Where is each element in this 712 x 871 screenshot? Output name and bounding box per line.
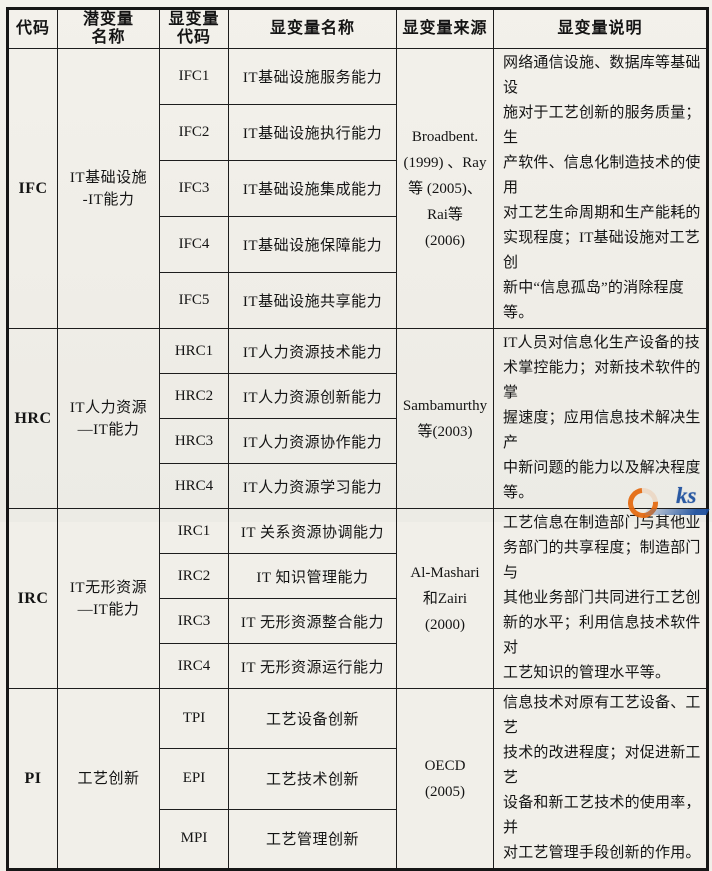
header-observed-code: 显变量 代码 [159, 8, 229, 49]
observed-code-cell: IRC4 [159, 643, 229, 689]
source-cell: Sambamurthy 等(2003) [396, 328, 494, 509]
observed-name-cell: IT人力资源技术能力 [228, 328, 397, 374]
observed-name-cell: 工艺管理创新 [228, 808, 397, 871]
observed-name-cell: IT 无形资源运行能力 [228, 643, 397, 689]
header-observed-name: 显变量名称 [228, 8, 397, 49]
group-code-cell: HRC [7, 328, 58, 509]
table-row: HRC2 IT人力资源创新能力 [8, 373, 708, 419]
description-cell: 网络通信设施、数据库等基础设 施对于工艺创新的服务质量；生 产软件、信息化制造技… [493, 48, 708, 329]
header-observed-source: 显变量来源 [396, 8, 494, 49]
observed-code-cell: IFC4 [159, 216, 229, 273]
observed-name-cell: IT基础设施服务能力 [228, 48, 397, 105]
table-row: IFC2 IT基础设施执行能力 [8, 104, 708, 161]
observed-name-cell: IT 知识管理能力 [228, 553, 397, 599]
observed-code-cell: IRC2 [159, 553, 229, 599]
observed-code-cell: HRC4 [159, 463, 229, 509]
latent-name-cell: 工艺创新 [57, 688, 160, 870]
latent-name-cell: IT无形资源 —IT能力 [57, 508, 160, 689]
observed-code-cell: HRC3 [159, 418, 229, 464]
observed-code-cell: IFC5 [159, 272, 229, 329]
header-code: 代码 [7, 8, 58, 49]
table-row: IFC4 IT基础设施保障能力 [8, 216, 708, 273]
latent-name-cell: IT人力资源 —IT能力 [57, 328, 160, 509]
observed-name-cell: IT人力资源创新能力 [228, 373, 397, 419]
observed-name-cell: IT 关系资源协调能力 [228, 508, 397, 554]
group-code-cell: IRC [7, 508, 58, 689]
observed-code-cell: IFC2 [159, 104, 229, 161]
observed-name-cell: IT人力资源协作能力 [228, 418, 397, 464]
observed-name-cell: IT人力资源学习能力 [228, 463, 397, 509]
group-code-cell: IFC [7, 48, 58, 329]
latent-name-cell: IT基础设施 -IT能力 [57, 48, 160, 329]
observed-code-cell: IRC1 [159, 508, 229, 554]
table-row: HRC3 IT人力资源协作能力 [8, 418, 708, 464]
source-cell: Al-Mashari 和Zairi (2000) [396, 508, 494, 689]
observed-code-cell: IFC3 [159, 160, 229, 217]
table-body: IFC IT基础设施 -IT能力 IFC1 IT基础设施服务能力 Broadbent. … [7, 48, 708, 871]
header-row: 代码 潜变量 名称 显变量 代码 显变量名称 显变量来源 显变量说明 [7, 8, 708, 49]
group-code-cell: PI [7, 688, 58, 870]
observed-name-cell: IT 无形资源整合能力 [228, 598, 397, 644]
table-row: HRC IT人力资源 —IT能力 HRC1 IT人力资源技术能力 Sambamurthy… [7, 328, 708, 509]
observed-code-cell: HRC2 [159, 373, 229, 419]
observed-code-cell: IRC3 [159, 598, 229, 644]
observed-name-cell: IT基础设施保障能力 [228, 216, 397, 273]
observed-code-cell: MPI [159, 808, 229, 871]
table-row: IFC IT基础设施 -IT能力 IFC1 IT基础设施服务能力 Broadbent. … [7, 48, 708, 329]
observed-name-cell: IT基础设施集成能力 [228, 160, 397, 217]
source-cell: Broadbent. (1999) 、Ray 等 (2005)、 Rai等 (2… [396, 48, 494, 329]
table-row: IRC IT无形资源 —IT能力 IRC1 IT 关系资源协调能力 Al-Mashari… [7, 508, 708, 689]
table-row: IFC5 IT基础设施共享能力 [8, 272, 708, 329]
observed-code-cell: IFC1 [159, 48, 229, 105]
description-cell: 信息技术对原有工艺设备、工艺 技术的改进程度；对促进新工艺 设备和新工艺技术的使… [493, 688, 708, 870]
description-cell: 工艺信息在制造部门与其他业 务部门的共享程度；制造部门与 其他业务部门共同进行工… [493, 508, 708, 689]
observed-code-cell: HRC1 [159, 328, 229, 374]
source-cell: OECD (2005) [396, 688, 494, 870]
table-row: PI 工艺创新 TPI 工艺设备创新 OECD (2005) 信息技术对原有工艺设备、工艺… [7, 687, 708, 870]
table-row: HRC4 IT人力资源学习能力 [8, 463, 708, 509]
measurement-variables-table: 代码 潜变量 名称 显变量 代码 显变量名称 显变量来源 显变量说明 IFC IT… [6, 7, 709, 871]
observed-code-cell: EPI [159, 748, 229, 810]
observed-name-cell: 工艺技术创新 [228, 748, 397, 810]
observed-name-cell: 工艺设备创新 [228, 687, 397, 750]
header-observed-description: 显变量说明 [493, 8, 708, 49]
table-row: IFC3 IT基础设施集成能力 [8, 160, 708, 217]
description-cell: IT人员对信息化生产设备的技 术掌控能力；对新技术软件的掌 握速度；应用信息技术… [493, 328, 708, 509]
observed-name-cell: IT基础设施共享能力 [228, 272, 397, 329]
observed-code-cell: TPI [159, 687, 229, 750]
observed-name-cell: IT基础设施执行能力 [228, 104, 397, 161]
header-latent-name: 潜变量 名称 [57, 8, 160, 49]
